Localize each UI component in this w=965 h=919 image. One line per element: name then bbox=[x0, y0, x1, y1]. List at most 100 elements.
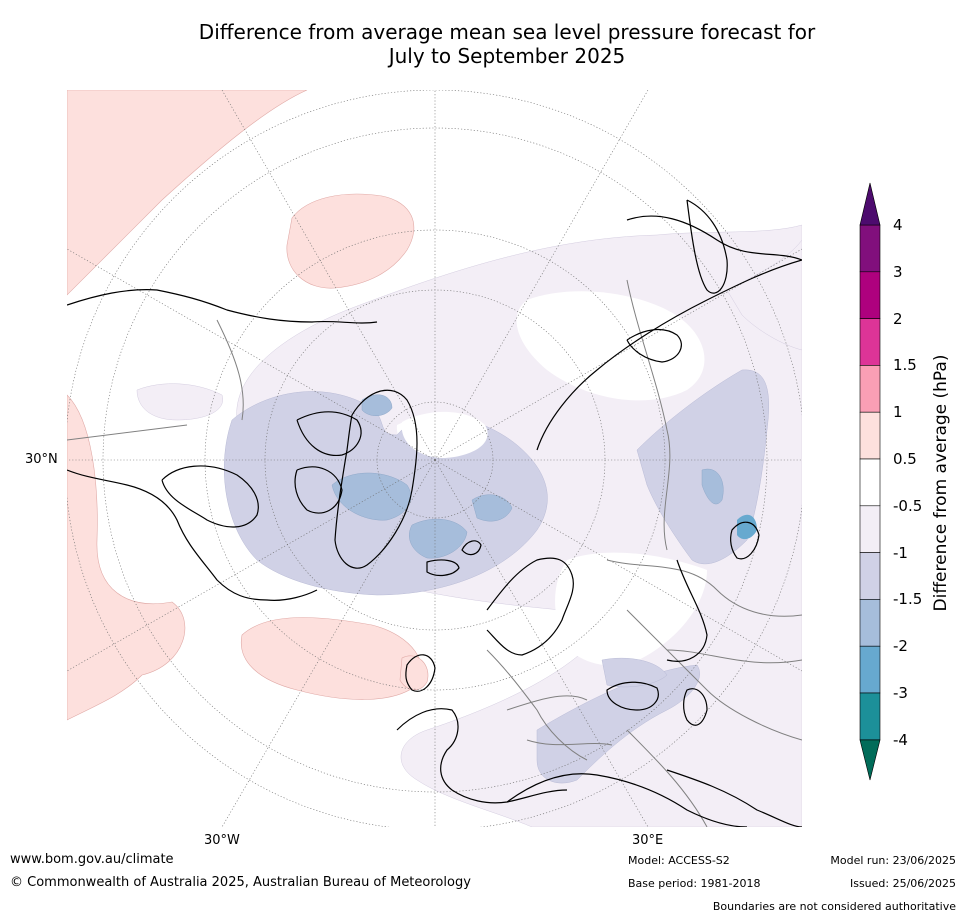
colorbar-cell bbox=[859, 271, 881, 319]
strong-negative-iceland bbox=[409, 518, 468, 559]
coast-svalbard bbox=[461, 540, 482, 556]
coast-caspian bbox=[683, 688, 708, 726]
country-borders bbox=[67, 279, 802, 827]
footer-issued: Issued: 25/06/2025 bbox=[849, 877, 956, 890]
lon-label-30e: 30°E bbox=[632, 833, 664, 848]
border-china bbox=[666, 649, 802, 664]
coast-uk bbox=[405, 654, 436, 692]
coast-mediterranean bbox=[506, 773, 748, 827]
colorbar-cell bbox=[859, 411, 881, 460]
strong-negative-siberia bbox=[701, 468, 724, 505]
title-line-2: July to September 2025 bbox=[388, 44, 626, 68]
coast-black-sea bbox=[606, 681, 659, 711]
colorbar-title: Difference from average (hPa) bbox=[931, 354, 951, 612]
lon-label-30w: 30°W bbox=[204, 833, 240, 848]
moderate-negative-black-sea bbox=[601, 657, 668, 688]
coast-scandinavia bbox=[486, 557, 574, 656]
weak-negative-east-siberia bbox=[726, 239, 802, 351]
border-russia-west bbox=[626, 279, 671, 551]
coast-alaska bbox=[67, 289, 378, 324]
colorbar bbox=[859, 182, 881, 781]
coast-iceland bbox=[426, 559, 460, 577]
colorbar-cell bbox=[859, 365, 881, 413]
footer-model: Model: ACCESS-S2 bbox=[628, 854, 730, 867]
footer-copyright: © Commonwealth of Australia 2025, Austra… bbox=[10, 875, 471, 890]
moderate-negative-east-asia bbox=[636, 369, 769, 565]
colorbar-tick-label: 3 bbox=[893, 262, 903, 281]
colorbar-tick-label: -4 bbox=[893, 730, 908, 749]
coast-arctic-archipelago bbox=[296, 411, 362, 457]
border-europe-c bbox=[526, 739, 613, 746]
colorbar-tick-label: -1 bbox=[893, 543, 908, 562]
colorbar-cells bbox=[859, 224, 881, 741]
chart-title: Difference from average mean sea level p… bbox=[0, 20, 965, 68]
footer-model-run: Model run: 23/06/2025 bbox=[830, 854, 956, 867]
colorbar-tick-label: -2 bbox=[893, 637, 908, 656]
coast-siberia-arctic bbox=[536, 259, 802, 451]
colorbar-under-arrow bbox=[859, 739, 881, 781]
colorbar-cell bbox=[859, 318, 881, 366]
moderate-negative-hole-pole bbox=[401, 411, 488, 458]
border-middle-east bbox=[626, 729, 708, 827]
colorbar-tick-label: -0.5 bbox=[893, 496, 923, 515]
coast-europe-west bbox=[396, 708, 568, 804]
meridian-30e bbox=[434, 459, 649, 827]
strong-negative-arctic-canada bbox=[361, 394, 393, 416]
meridian-150w bbox=[221, 90, 436, 461]
positive-region-pacific-subtropical bbox=[67, 394, 186, 721]
strong-negative-north-atlantic bbox=[471, 494, 513, 522]
coast-korea-china bbox=[666, 559, 708, 662]
meridian-30w bbox=[221, 459, 436, 827]
colorbar-cell bbox=[859, 224, 881, 273]
coast-kamchatka bbox=[686, 199, 728, 294]
border-canada-us bbox=[67, 424, 188, 441]
border-alaska-canada bbox=[216, 319, 244, 421]
border-europe-a bbox=[486, 649, 588, 761]
colorbar-tick-label: 0.5 bbox=[893, 450, 917, 468]
positive-region-bering bbox=[286, 193, 415, 289]
title-line-1: Difference from average mean sea level p… bbox=[198, 20, 816, 44]
weak-negative-hole-russia bbox=[555, 552, 707, 666]
colorbar-cell bbox=[859, 645, 881, 694]
positive-region-pacific-nw bbox=[67, 90, 308, 296]
weak-negative-alaska bbox=[136, 383, 224, 421]
colorbar-cell bbox=[859, 599, 881, 647]
coast-arabian bbox=[666, 769, 802, 827]
coastlines bbox=[67, 199, 802, 827]
colorbar-cell bbox=[859, 552, 881, 600]
colorbar-cell bbox=[859, 692, 881, 741]
strong-negative-regions bbox=[331, 394, 724, 559]
colorbar-cell bbox=[859, 505, 881, 553]
footer-disclaimer: Boundaries are not considered authoritat… bbox=[712, 900, 956, 913]
coast-japan bbox=[730, 521, 760, 560]
meridian-120w bbox=[67, 248, 436, 461]
colorbar-tick-label: 1 bbox=[893, 403, 903, 422]
coast-siberia-east bbox=[626, 215, 802, 261]
lat-circle-40n bbox=[102, 127, 768, 793]
colorbar-tick-label: 2 bbox=[893, 309, 903, 328]
meridian-150e bbox=[434, 90, 649, 461]
coast-hudson-bay bbox=[161, 465, 259, 528]
border-europe-b bbox=[506, 695, 588, 711]
meridian-60e bbox=[434, 459, 802, 672]
stronger-negative-japan bbox=[737, 514, 757, 540]
lat-circle-60n bbox=[204, 229, 666, 691]
colorbar-tick-label: 4 bbox=[893, 216, 903, 234]
border-central-asia bbox=[626, 609, 802, 741]
footer-url: www.bom.gov.au/climate bbox=[10, 852, 174, 867]
colorbar-tick-label: -1.5 bbox=[893, 590, 923, 609]
border-kazakhstan bbox=[606, 559, 802, 617]
colorbar-tick-label: -3 bbox=[893, 684, 908, 702]
coast-baffin bbox=[294, 466, 343, 514]
coast-taymyr bbox=[626, 328, 682, 363]
lat-label-30n: 30°N bbox=[25, 452, 58, 467]
coast-canada-west bbox=[67, 469, 318, 601]
weak-negative-hole-europe bbox=[516, 291, 705, 401]
footer-base-period: Base period: 1981-2018 bbox=[628, 877, 761, 890]
meridian-60w bbox=[67, 459, 436, 672]
coast-greenland bbox=[334, 389, 418, 569]
pressure-anomaly-map bbox=[67, 90, 802, 827]
colorbar-cell bbox=[859, 458, 881, 507]
colorbar-tick-label: 1.5 bbox=[893, 356, 917, 375]
colorbar-over-arrow bbox=[859, 182, 881, 226]
